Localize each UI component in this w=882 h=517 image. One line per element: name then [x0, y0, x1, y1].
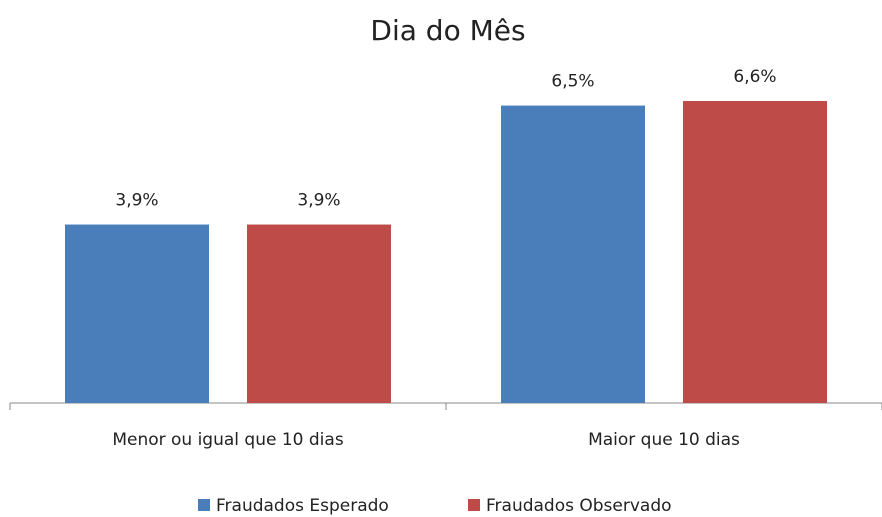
data-label: 3,9% [297, 191, 340, 211]
bar [65, 224, 209, 403]
legend-swatch [468, 499, 480, 511]
chart-title: Dia do Mês [370, 14, 525, 47]
x-tick-label: Menor ou igual que 10 dias [112, 430, 344, 450]
legend-label: Fraudados Observado [486, 496, 672, 516]
legend-swatch [198, 499, 210, 511]
bar [501, 105, 645, 404]
x-tick-label: Maior que 10 dias [588, 430, 740, 450]
bar [683, 101, 827, 403]
data-label: 3,9% [115, 191, 158, 211]
bar [247, 224, 391, 403]
data-label: 6,5% [551, 72, 594, 92]
data-label: 6,6% [733, 67, 776, 87]
legend-label: Fraudados Esperado [216, 496, 389, 516]
